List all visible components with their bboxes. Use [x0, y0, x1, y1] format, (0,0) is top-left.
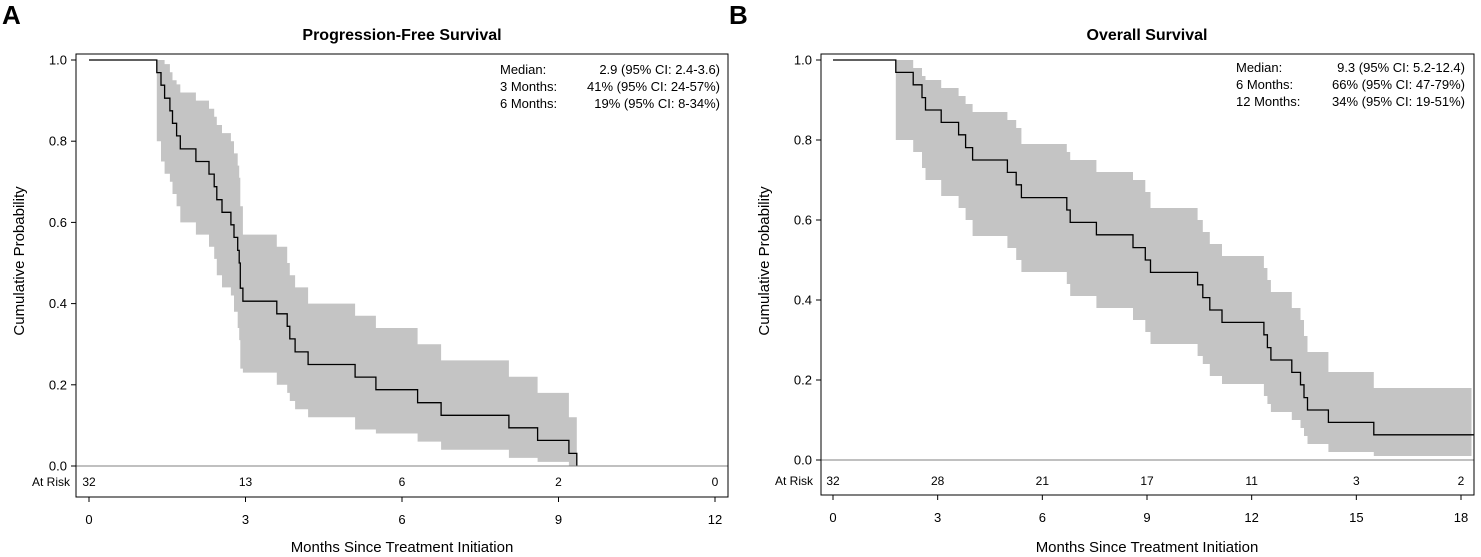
stat-label: Median: — [500, 62, 546, 77]
x-tick-label-a: 0 — [85, 512, 92, 527]
at-risk-count-b: 28 — [931, 474, 945, 488]
stat-value: 9.3 (95% CI: 5.2-12.4) — [1337, 60, 1465, 75]
at-risk-count-b: 11 — [1245, 474, 1258, 488]
y-axis-label-a: Cumulative Probability — [11, 186, 28, 336]
ci-band-b — [833, 60, 1472, 456]
at-risk-count-a: 6 — [399, 475, 406, 489]
x-tick-label-b: 3 — [934, 510, 941, 525]
stat-value: 2.9 (95% CI: 2.4-3.6) — [599, 62, 720, 77]
x-tick-label-b: 0 — [829, 510, 836, 525]
x-tick-label-a: 6 — [398, 512, 405, 527]
y-tick-label-a: 0.2 — [49, 377, 67, 392]
stat-label: 6 Months: — [1236, 77, 1293, 92]
survival-curve-a — [89, 59, 578, 466]
ci-band-a — [89, 60, 577, 466]
stats-box-b: Median: 9.3 (95% CI: 5.2-12.4) 6 Months:… — [1236, 60, 1465, 109]
chart-panel-a: A Progression-Free Survival Cumulative P… — [2, 0, 729, 556]
at-risk-label-a: At Risk — [32, 475, 71, 489]
at-risk-label-b: At Risk — [775, 474, 814, 488]
stat-label: 6 Months: — [500, 96, 557, 111]
at-risk-count-b: 3 — [1353, 474, 1360, 488]
stat-label: Median: — [1236, 60, 1282, 75]
y-tick-label-a: 0.4 — [49, 296, 67, 311]
stats-box-a: Median: 2.9 (95% CI: 2.4-3.6) 3 Months: … — [500, 62, 720, 111]
chart-title-pfs: Progression-Free Survival — [302, 27, 501, 44]
y-tick-label-a: 0.0 — [49, 459, 67, 474]
at-risk-count-a: 32 — [82, 475, 96, 489]
y-tick-label-b: 0.2 — [794, 373, 812, 388]
y-tick-label-a: 0.6 — [49, 215, 67, 230]
x-tick-label-a: 12 — [708, 512, 722, 527]
chart-title-os: Overall Survival — [1087, 27, 1208, 44]
x-tick-label-b: 15 — [1349, 510, 1363, 525]
at-risk-count-b: 2 — [1458, 474, 1465, 488]
y-axis-label-b: Cumulative Probability — [756, 186, 773, 336]
x-tick-label-b: 9 — [1143, 510, 1150, 525]
stat-value: 41% (95% CI: 24-57%) — [587, 79, 720, 94]
y-tick-label-b: 0.6 — [794, 213, 812, 228]
y-tick-label-b: 0.0 — [794, 453, 812, 468]
x-tick-label-a: 3 — [242, 512, 249, 527]
at-risk-count-b: 21 — [1036, 474, 1050, 488]
x-axis-label-b: Months Since Treatment Initiation — [1036, 539, 1259, 556]
chart-panel-b: B Overall Survival Cumulative Probabilit… — [729, 0, 1475, 556]
at-risk-count-a: 0 — [712, 475, 719, 489]
y-tick-label-a: 0.8 — [49, 134, 67, 149]
x-tick-label-a: 9 — [555, 512, 562, 527]
at-risk-count-a: 13 — [239, 475, 253, 489]
x-tick-label-b: 12 — [1244, 510, 1258, 525]
x-tick-label-b: 18 — [1454, 510, 1468, 525]
stat-value: 19% (95% CI: 8-34%) — [594, 96, 720, 111]
x-axis-label-a: Months Since Treatment Initiation — [291, 539, 514, 556]
stat-label: 12 Months: — [1236, 94, 1300, 109]
x-tick-label-b: 6 — [1039, 510, 1046, 525]
panel-label-a: A — [2, 0, 21, 30]
stat-label: 3 Months: — [500, 79, 557, 94]
at-risk-count-a: 2 — [555, 475, 562, 489]
at-risk-count-b: 17 — [1140, 474, 1154, 488]
y-tick-label-b: 0.8 — [794, 133, 812, 148]
stat-value: 34% (95% CI: 19-51%) — [1332, 94, 1465, 109]
y-tick-label-a: 1.0 — [49, 53, 67, 68]
panel-label-b: B — [729, 0, 748, 30]
survival-curve-b — [833, 59, 1474, 436]
stat-value: 66% (95% CI: 47-79%) — [1332, 77, 1465, 92]
y-tick-label-b: 1.0 — [794, 53, 812, 68]
at-risk-count-b: 32 — [826, 474, 840, 488]
y-tick-label-b: 0.4 — [794, 293, 812, 308]
plot-area-a: 0.0 0.2 0.4 0.6 0.8 1.0 0 3 6 9 12 At Risk 32 13 6 2 0 — [32, 53, 729, 527]
